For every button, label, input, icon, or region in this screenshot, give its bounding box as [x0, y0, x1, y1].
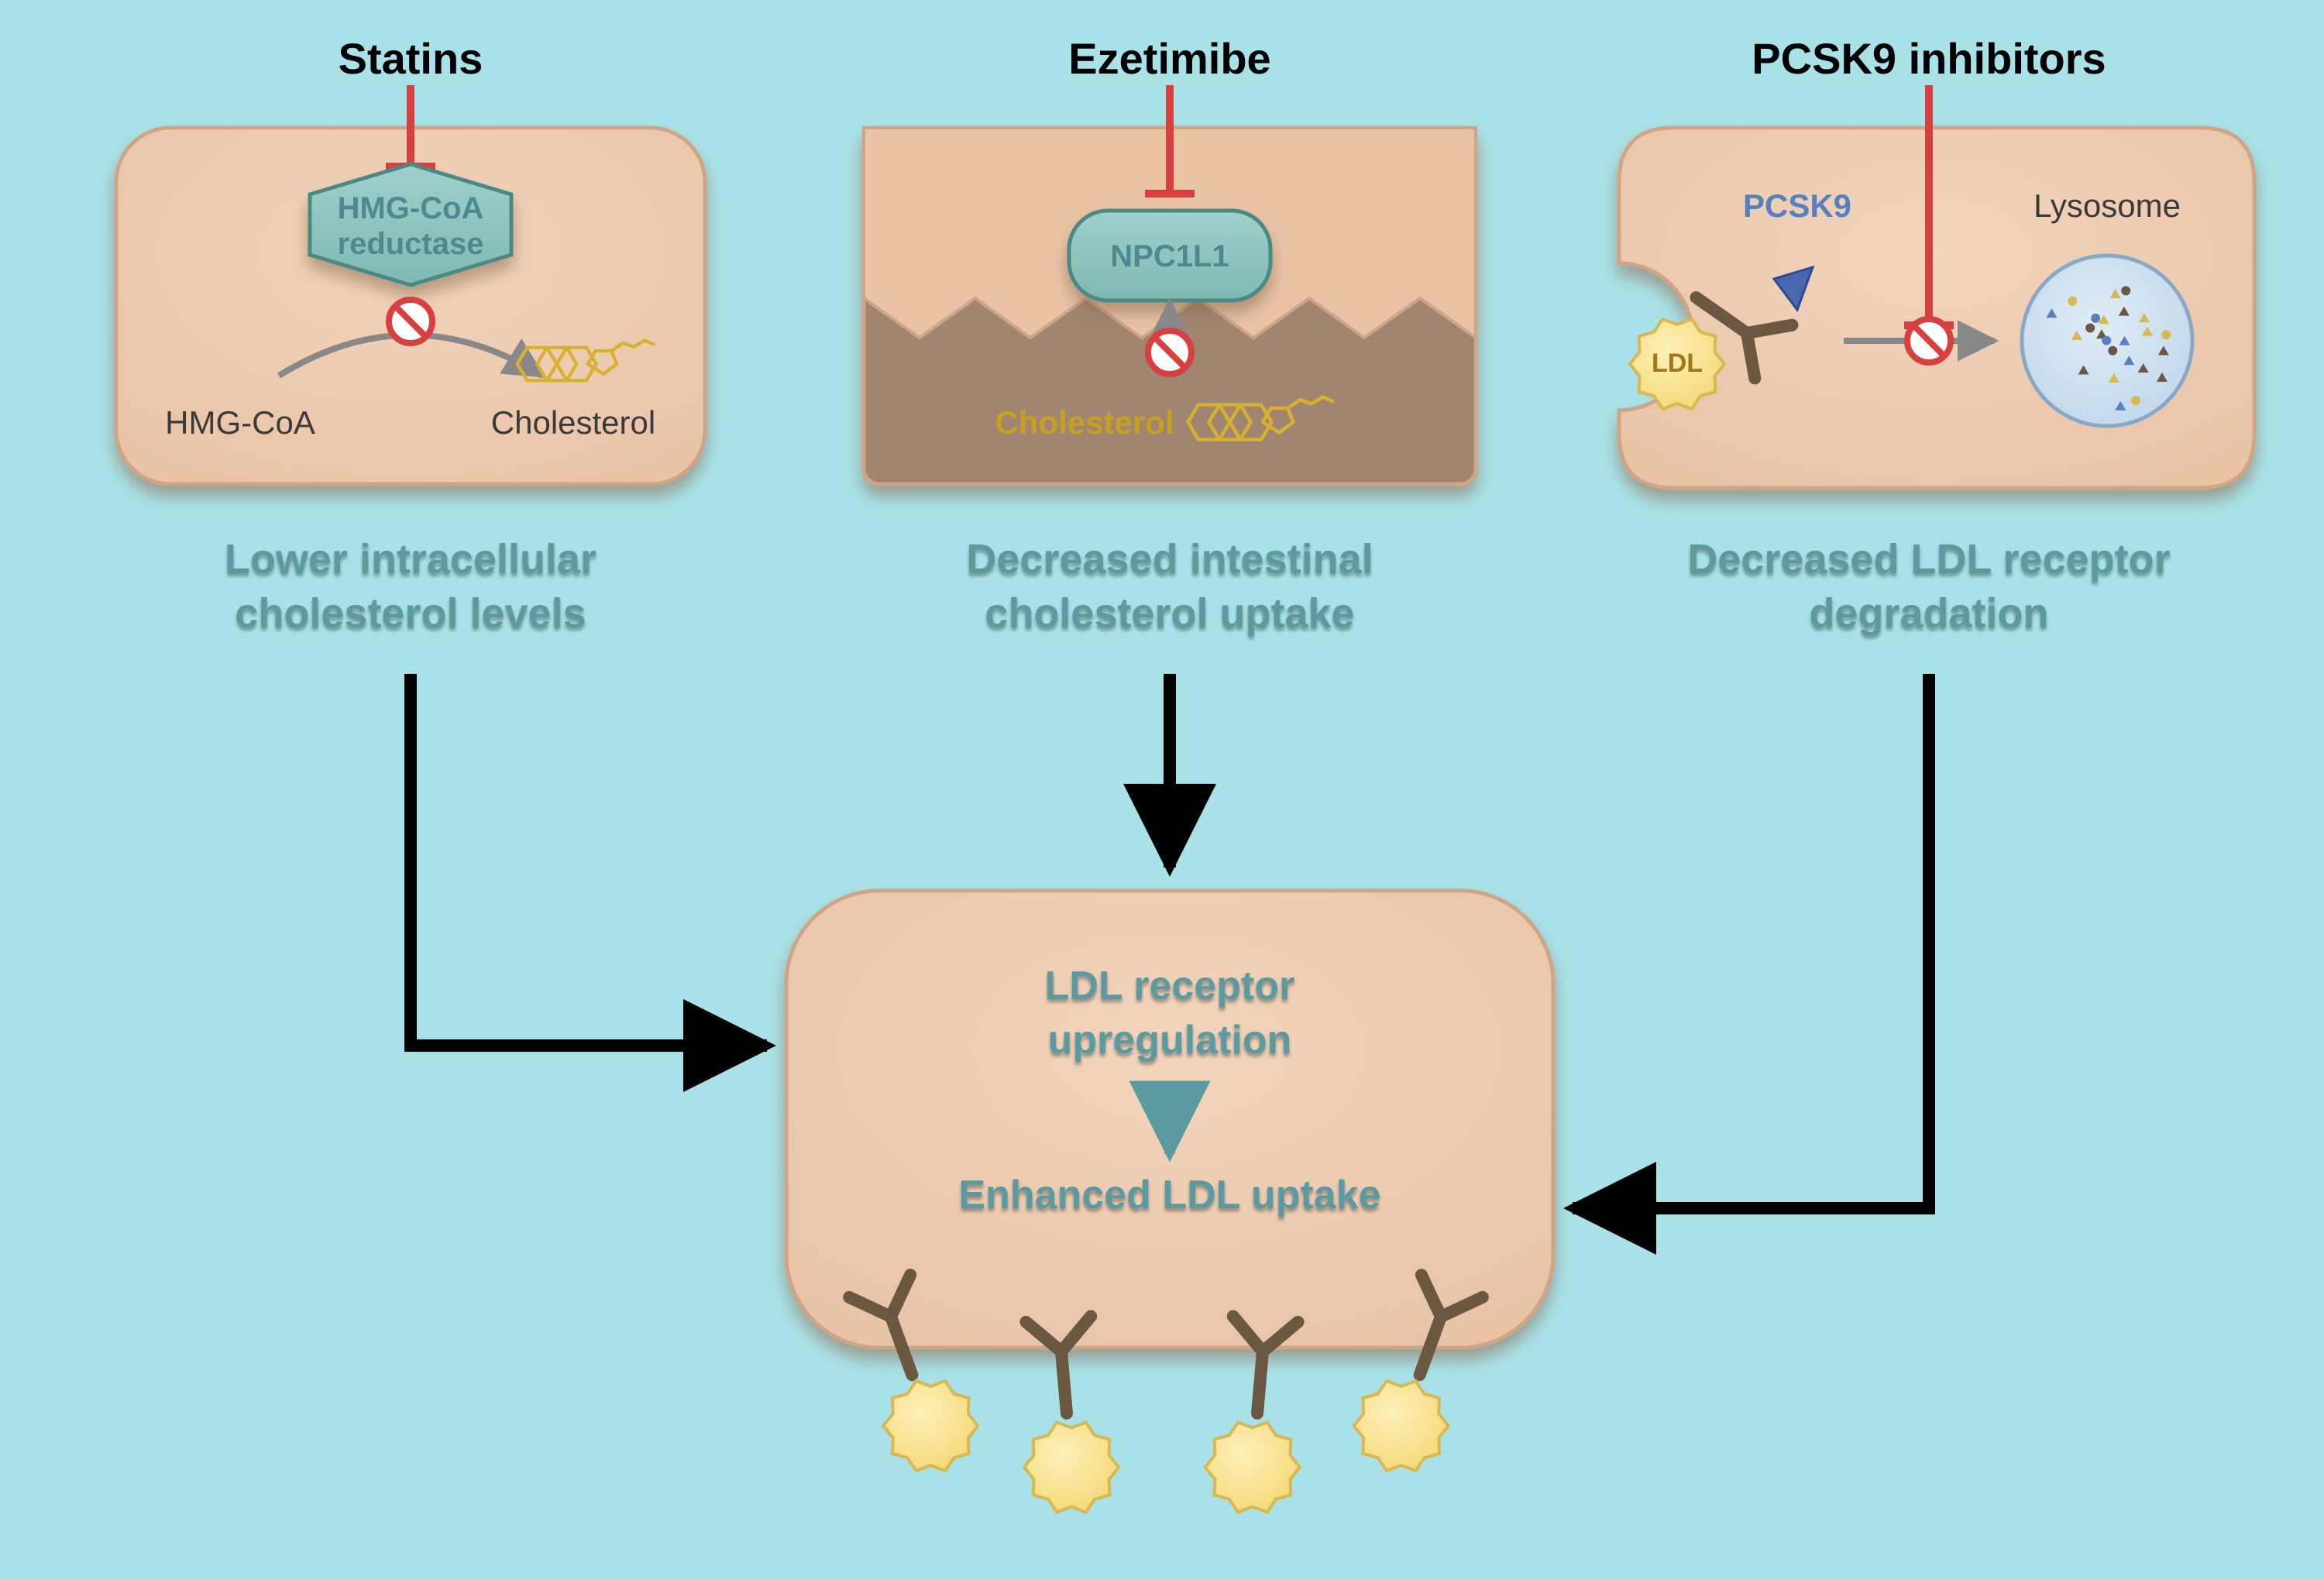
pcsk9-effect: Decreased LDL receptor — [1687, 536, 2170, 582]
svg-text:upregulation: upregulation — [1048, 1018, 1292, 1063]
svg-text:Cholesterol: Cholesterol — [491, 404, 655, 441]
statins-effect: Lower intracellular — [225, 536, 596, 582]
svg-text:Enhanced LDL uptake: Enhanced LDL uptake — [958, 1173, 1380, 1218]
svg-text:LDL receptor: LDL receptor — [1045, 963, 1295, 1008]
svg-text:degradation: degradation — [1809, 590, 2048, 637]
svg-text:HMG-CoA: HMG-CoA — [338, 191, 484, 225]
svg-text:Cholesterol: Cholesterol — [995, 404, 1174, 441]
svg-text:LDL: LDL — [1652, 349, 1703, 378]
svg-text:cholesterol levels: cholesterol levels — [235, 590, 586, 637]
diagram-canvas: StatinsHMG-CoAreductaseHMG-CoACholestero… — [0, 0, 2324, 1580]
ezetimibe-title: Ezetimibe — [1068, 34, 1270, 83]
svg-text:cholesterol uptake: cholesterol uptake — [985, 590, 1354, 637]
statins-title: Statins — [339, 34, 483, 83]
svg-text:NPC1L1: NPC1L1 — [1110, 239, 1229, 273]
ezetimibe-effect: Decreased intestinal — [966, 536, 1373, 582]
pcsk9-title: PCSK9 inhibitors — [1752, 34, 2106, 83]
svg-text:HMG-CoA: HMG-CoA — [165, 404, 315, 441]
svg-text:Lysosome: Lysosome — [2033, 187, 2181, 224]
svg-text:reductase: reductase — [338, 227, 484, 261]
svg-text:PCSK9: PCSK9 — [1743, 187, 1851, 224]
